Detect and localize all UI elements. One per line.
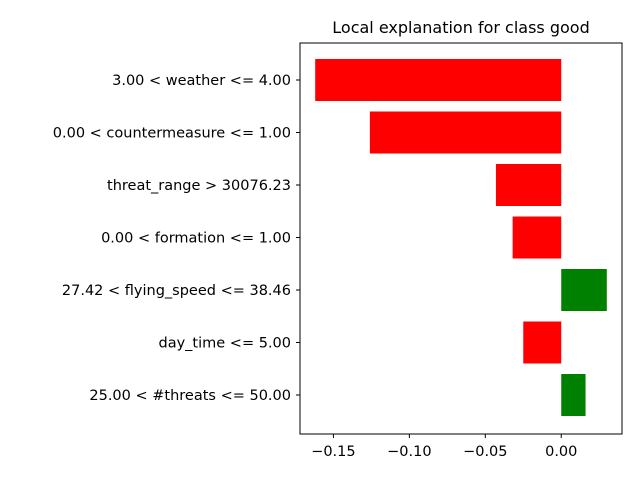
bar-1 bbox=[369, 111, 562, 154]
x-tick-label-1: −0.10 bbox=[387, 444, 431, 460]
bars-group bbox=[315, 59, 607, 416]
y-tick-label-0: 3.00 < weather <= 4.00 bbox=[112, 73, 291, 89]
y-tick-label-5: day_time <= 5.00 bbox=[159, 336, 291, 352]
y-tick-labels: 3.00 < weather <= 4.00 0.00 < countermeas… bbox=[53, 73, 300, 404]
y-tick-label-6: 25.00 < #threats <= 50.00 bbox=[89, 388, 291, 404]
bar-3 bbox=[512, 216, 562, 259]
x-tick-label-3: 0.00 bbox=[545, 444, 577, 460]
y-tick-label-2: threat_range > 30076.23 bbox=[107, 178, 291, 194]
x-axis: −0.15 −0.10 −0.05 0.00 bbox=[311, 434, 577, 460]
x-tick-label-0: −0.15 bbox=[311, 444, 355, 460]
y-tick-label-4: 27.42 < flying_speed <= 38.46 bbox=[62, 283, 291, 299]
bar-0 bbox=[315, 59, 562, 101]
bar-5 bbox=[523, 321, 562, 364]
bar-2 bbox=[495, 164, 562, 206]
x-tick-label-2: −0.05 bbox=[463, 444, 507, 460]
chart-title: Local explanation for class good bbox=[332, 18, 589, 37]
plot-frame bbox=[299, 42, 623, 435]
y-tick-label-3: 0.00 < formation <= 1.00 bbox=[101, 231, 291, 247]
bar-6 bbox=[561, 374, 586, 416]
y-tick-label-1: 0.00 < countermeasure <= 1.00 bbox=[53, 126, 291, 142]
bar-4 bbox=[561, 269, 607, 311]
